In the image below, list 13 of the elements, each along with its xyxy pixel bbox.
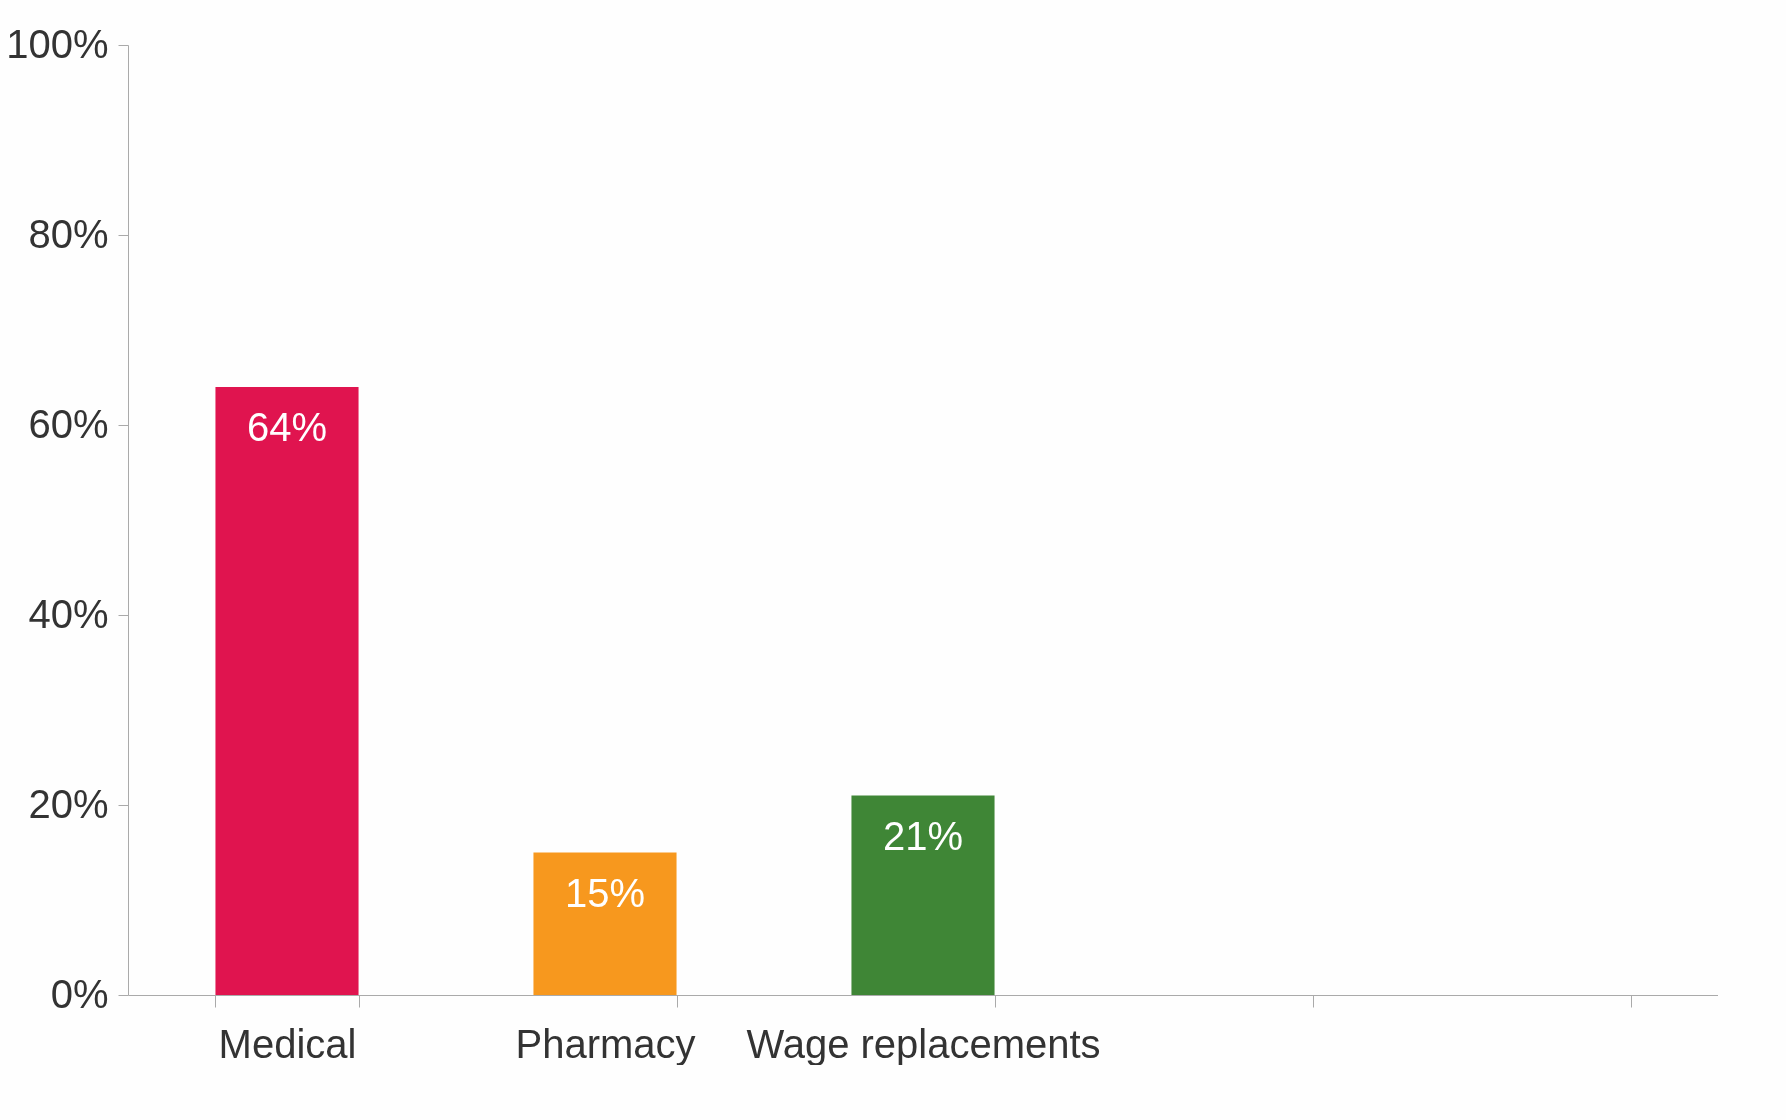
data-label: 15% [564,870,646,915]
y-tick-label: 60% [28,401,109,446]
y-tick-label: 100% [6,21,109,66]
y-tick-label: 0% [50,971,109,1016]
bar [851,795,995,995]
y-tick-label: 80% [28,211,109,256]
x-tick-label: Medical [218,1021,357,1066]
bar [533,852,677,995]
y-tick-label: 20% [28,781,109,826]
data-label: 64% [246,405,328,449]
data-label: 21% [882,813,964,858]
bar [215,387,359,995]
y-tick-label: 40% [28,591,109,636]
